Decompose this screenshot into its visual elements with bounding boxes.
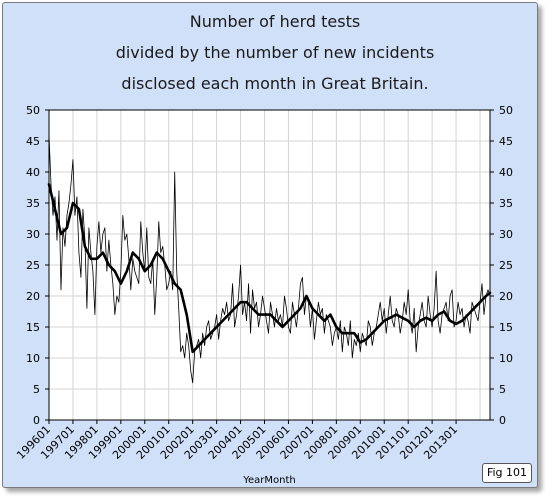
y-tick-label-right: 10 xyxy=(499,352,513,365)
y-tick-label-left: 0 xyxy=(33,414,40,427)
y-tick-label-left: 45 xyxy=(26,135,40,148)
y-tick-label-right: 35 xyxy=(499,197,513,210)
y-tick-label-left: 40 xyxy=(26,166,40,179)
y-tick-label-left: 35 xyxy=(26,197,40,210)
chart-title-line-1: Number of herd tests xyxy=(189,12,361,31)
y-tick-label-left: 15 xyxy=(26,321,40,334)
y-tick-label-left: 30 xyxy=(26,228,40,241)
x-axis-title: YearMonth xyxy=(242,475,296,486)
y-tick-label-right: 20 xyxy=(499,290,513,303)
y-tick-label-right: 45 xyxy=(499,135,513,148)
y-tick-label-right: 50 xyxy=(499,104,513,117)
y-tick-label-right: 15 xyxy=(499,321,513,334)
y-tick-label-right: 25 xyxy=(499,259,513,272)
chart-title-line-3: disclosed each month in Great Britain. xyxy=(121,74,429,93)
figure-label: Fig 101 xyxy=(482,463,532,483)
y-tick-label-right: 30 xyxy=(499,228,513,241)
trend-line xyxy=(47,183,492,354)
y-tick-label-left: 10 xyxy=(26,352,40,365)
y-tick-label-right: 0 xyxy=(499,414,506,427)
y-tick-label-right: 5 xyxy=(499,383,506,396)
chart-title-line-2: divided by the number of new incidents xyxy=(115,43,435,62)
y-tick-label-left: 5 xyxy=(33,383,40,396)
y-tick-label-left: 50 xyxy=(26,104,40,117)
y-tick-label-left: 20 xyxy=(26,290,40,303)
y-tick-label-right: 40 xyxy=(499,166,513,179)
monthly-series-line xyxy=(48,134,491,384)
y-tick-label-left: 25 xyxy=(26,259,40,272)
